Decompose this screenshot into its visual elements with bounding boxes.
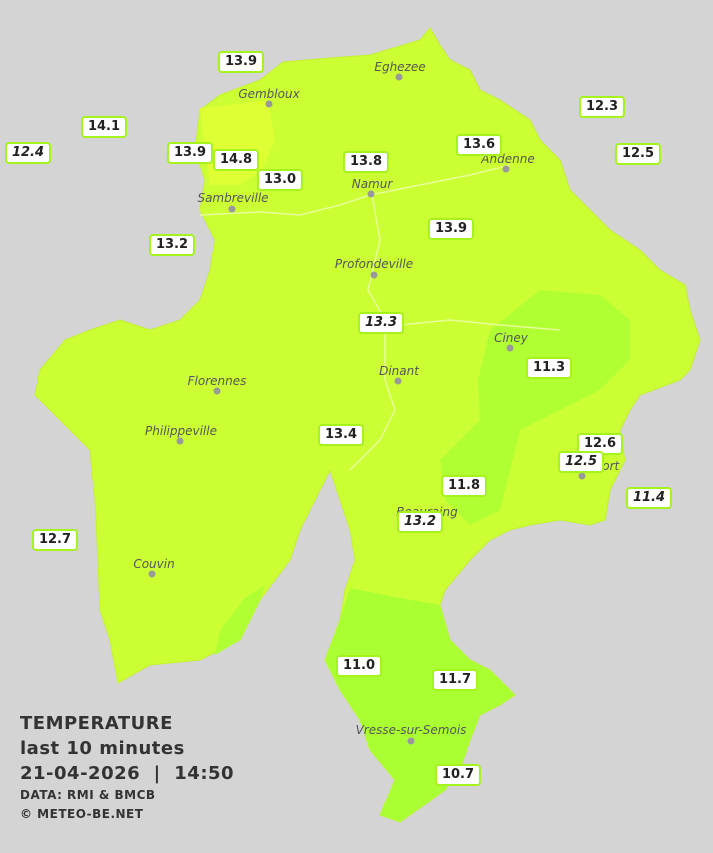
town-marker	[506, 344, 514, 352]
legend-subtitle: last 10 minutes	[20, 738, 185, 759]
station-reading: 12.5	[557, 451, 605, 473]
station-reading: 12.7	[31, 529, 79, 551]
station-reading: 13.3	[357, 312, 405, 334]
town-name: Florennes	[187, 374, 247, 388]
town-name: Couvin	[133, 557, 175, 571]
station-reading: 10.7	[434, 764, 482, 786]
cool-zone	[440, 290, 630, 525]
legend-source: DATA: RMI & BMCB	[20, 788, 156, 802]
town-name: Profondeville	[334, 257, 414, 271]
town-name: Eghezee	[374, 60, 426, 74]
town-marker	[265, 100, 273, 108]
station-reading: 14.8	[212, 149, 260, 171]
town-marker	[578, 472, 586, 480]
town-name: Ciney	[494, 331, 528, 345]
station-reading: 11.4	[625, 487, 673, 509]
town-name: Dinant	[379, 364, 419, 378]
town-marker	[394, 377, 402, 385]
town-marker	[228, 205, 236, 213]
station-reading: 13.4	[317, 424, 365, 446]
station-reading: 13.6	[455, 134, 503, 156]
station-reading: 13.8	[342, 151, 390, 173]
town-marker	[213, 387, 221, 395]
station-reading: 12.5	[614, 143, 662, 165]
town-marker	[148, 570, 156, 578]
legend-title: TEMPERATURE	[20, 713, 173, 734]
station-reading: 14.1	[80, 116, 128, 138]
station-reading: 13.2	[148, 234, 196, 256]
station-reading: 13.0	[256, 169, 304, 191]
station-reading: 13.9	[166, 142, 214, 164]
town-marker	[176, 437, 184, 445]
station-reading: 12.4	[4, 142, 52, 164]
town-marker	[395, 73, 403, 81]
town-marker	[407, 737, 415, 745]
station-reading: 13.9	[217, 51, 265, 73]
town-name: Namur	[351, 177, 393, 191]
town-name: Vresse-sur-Semois	[355, 723, 467, 737]
town-name: Gembloux	[238, 87, 300, 101]
town-name: Sambreville	[197, 191, 269, 205]
cool-zone	[325, 588, 515, 822]
town-marker	[502, 165, 510, 173]
station-reading: 13.9	[427, 218, 475, 240]
cool-zone	[215, 585, 265, 655]
town-marker	[367, 190, 375, 198]
station-reading: 11.7	[431, 669, 479, 691]
town-name: Philippeville	[145, 424, 217, 438]
station-reading: 11.8	[440, 475, 488, 497]
station-reading: 12.3	[578, 96, 626, 118]
legend: TEMPERATURE last 10 minutes 21-04-2026 |…	[20, 711, 234, 824]
station-reading: 12.6	[576, 433, 624, 455]
station-reading: 11.3	[525, 357, 573, 379]
station-reading: 11.0	[335, 655, 383, 677]
legend-timestamp: 21-04-2026 | 14:50	[20, 763, 235, 784]
river	[199, 164, 561, 471]
town-marker	[370, 271, 378, 279]
station-reading: 13.2	[396, 511, 444, 533]
legend-copyright: © METEO-BE.NET	[20, 807, 144, 821]
